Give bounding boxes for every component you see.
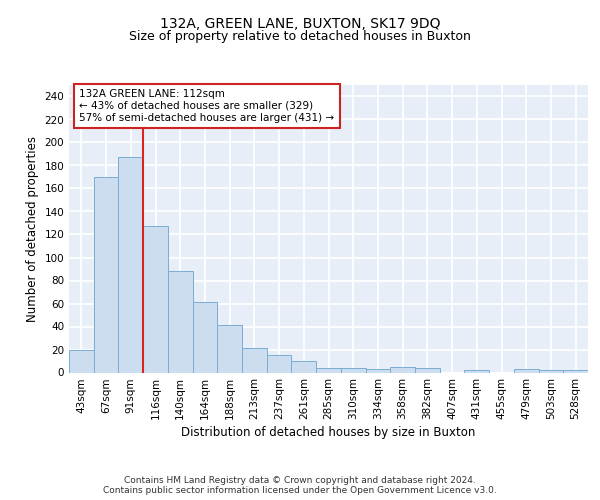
X-axis label: Distribution of detached houses by size in Buxton: Distribution of detached houses by size … (181, 426, 476, 440)
Bar (217, 326, 242, 372)
Y-axis label: Number of detached properties: Number of detached properties (26, 136, 39, 322)
Bar (118, 158, 143, 372)
Bar (316, 368, 341, 372)
Bar (341, 368, 365, 372)
Bar (242, 348, 267, 372)
Bar (563, 370, 588, 372)
Text: 132A, GREEN LANE, BUXTON, SK17 9DQ: 132A, GREEN LANE, BUXTON, SK17 9DQ (160, 18, 440, 32)
Bar (193, 302, 217, 372)
Text: Contains HM Land Registry data © Crown copyright and database right 2024.
Contai: Contains HM Land Registry data © Crown c… (103, 476, 497, 495)
Bar (267, 355, 292, 372)
Bar (168, 272, 193, 372)
Bar (415, 368, 440, 372)
Bar (390, 367, 415, 372)
Bar (514, 369, 539, 372)
Bar (539, 370, 563, 372)
Bar (94, 177, 118, 372)
Bar (292, 361, 316, 372)
Text: Size of property relative to detached houses in Buxton: Size of property relative to detached ho… (129, 30, 471, 43)
Bar (69, 350, 94, 372)
Bar (143, 226, 168, 372)
Text: 132A GREEN LANE: 112sqm
← 43% of detached houses are smaller (329)
57% of semi-d: 132A GREEN LANE: 112sqm ← 43% of detache… (79, 90, 335, 122)
Bar (365, 369, 390, 372)
Bar (464, 370, 489, 372)
